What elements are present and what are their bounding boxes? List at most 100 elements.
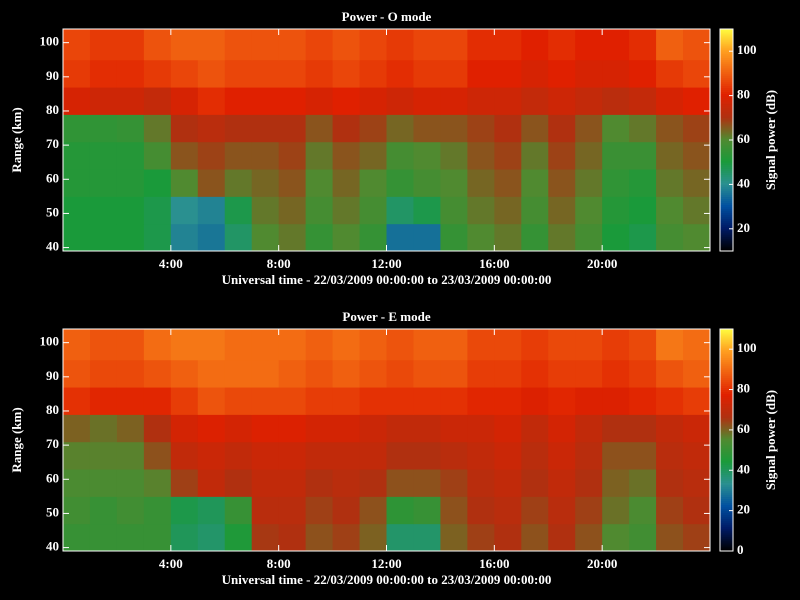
heat-cell: [197, 59, 226, 88]
heat-cell: [170, 387, 199, 415]
heat-cell: [656, 387, 684, 415]
heat-cell: [386, 223, 414, 252]
heat-cell: [251, 329, 280, 361]
heat-cell: [305, 496, 334, 525]
colorbar-segment: [720, 85, 733, 89]
heat-cell: [251, 29, 280, 61]
colorbar-segment: [720, 246, 733, 250]
heat-cell: [143, 223, 172, 252]
heat-cell: [386, 414, 414, 443]
x-tick-label: 4:00: [159, 556, 183, 571]
colorbar-label: Signal power (dB): [763, 390, 778, 490]
heat-cell: [386, 469, 414, 497]
colorbar-segment: [720, 218, 733, 222]
heat-cell: [575, 523, 603, 552]
heat-cell: [305, 114, 334, 143]
colorbar-segment: [720, 244, 733, 248]
y-axis-label: Range (km): [9, 107, 24, 172]
heat-cell: [683, 141, 711, 170]
heat-cell: [251, 114, 280, 143]
colorbar-segment: [720, 55, 733, 58]
heat-cell: [224, 59, 253, 88]
heat-cell: [521, 414, 549, 443]
heat-cell: [521, 59, 549, 88]
colorbar-segment: [720, 53, 733, 56]
colorbar-segment: [720, 109, 733, 113]
heat-cell: [467, 441, 495, 470]
heat-cell: [224, 141, 253, 170]
heat-cell: [494, 59, 522, 88]
colorbar-segment: [720, 349, 733, 352]
heat-cell: [305, 387, 334, 415]
heat-cell: [413, 114, 441, 143]
heat-cell: [116, 387, 145, 415]
heat-cell: [656, 359, 684, 388]
heat-cell: [359, 441, 387, 470]
colorbar-segment: [720, 331, 733, 334]
y-tick-label: 100: [40, 34, 60, 49]
colorbar-segment: [720, 162, 733, 165]
heat-cell: [224, 414, 253, 443]
colorbar-segment: [720, 369, 733, 372]
colorbar-segment: [720, 81, 733, 84]
colorbar-segment: [720, 528, 733, 532]
heat-cell: [332, 496, 361, 525]
heat-cell: [548, 196, 576, 225]
colorbar-segment: [720, 172, 733, 175]
heat-cell: [63, 169, 91, 197]
heat-cell: [656, 329, 684, 361]
colorbar-segment: [720, 421, 733, 425]
colorbar-segment: [720, 180, 733, 183]
heat-cell: [89, 387, 118, 415]
heat-cell: [197, 329, 226, 361]
heat-cell: [548, 223, 576, 252]
heat-cell: [224, 114, 253, 143]
heat-cell: [278, 29, 307, 61]
heat-cell: [143, 59, 172, 88]
colorbar-segment: [720, 190, 733, 193]
heat-cell: [224, 196, 253, 225]
heat-cell: [89, 469, 118, 497]
heat-cell: [494, 523, 522, 552]
heat-cell: [683, 359, 711, 388]
heat-cell: [386, 496, 414, 525]
heat-cell: [224, 329, 253, 361]
heat-cell: [224, 496, 253, 525]
colorbar-segment: [720, 500, 733, 504]
heat-cell: [413, 196, 441, 225]
heat-cell: [467, 496, 495, 525]
colorbar-segment: [720, 236, 733, 240]
heat-cell: [548, 441, 576, 470]
colorbar-segment: [720, 385, 733, 389]
heat-cell: [116, 414, 145, 443]
heat-cell: [63, 59, 91, 88]
colorbar-segment: [720, 182, 733, 185]
heat-cell: [467, 329, 495, 361]
heat-cell: [440, 141, 468, 170]
heat-cell: [278, 359, 307, 388]
heat-cell: [197, 414, 226, 443]
heat-cell: [386, 87, 414, 115]
colorbar-segment: [720, 248, 733, 252]
x-tick-label: 20:00: [587, 556, 617, 571]
heat-cell: [305, 441, 334, 470]
heat-cell: [386, 114, 414, 143]
heat-cell: [386, 441, 414, 470]
heat-cell: [575, 329, 603, 361]
heat-cell: [116, 114, 145, 143]
colorbar-segment: [720, 83, 733, 87]
colorbar-segment: [720, 93, 733, 97]
heat-cell: [63, 387, 91, 415]
heat-cell: [197, 169, 226, 197]
heat-cell: [413, 169, 441, 197]
heat-cell: [683, 496, 711, 525]
colorbar-segment: [720, 206, 733, 210]
colorbar-segment: [720, 510, 733, 514]
colorbar-segment: [720, 91, 733, 95]
colorbar-segment: [720, 160, 733, 163]
heat-cell: [575, 29, 603, 61]
heat-cell: [63, 29, 91, 61]
heat-cell: [386, 523, 414, 552]
colorbar-segment: [720, 79, 733, 82]
colorbar-segment: [720, 77, 733, 80]
